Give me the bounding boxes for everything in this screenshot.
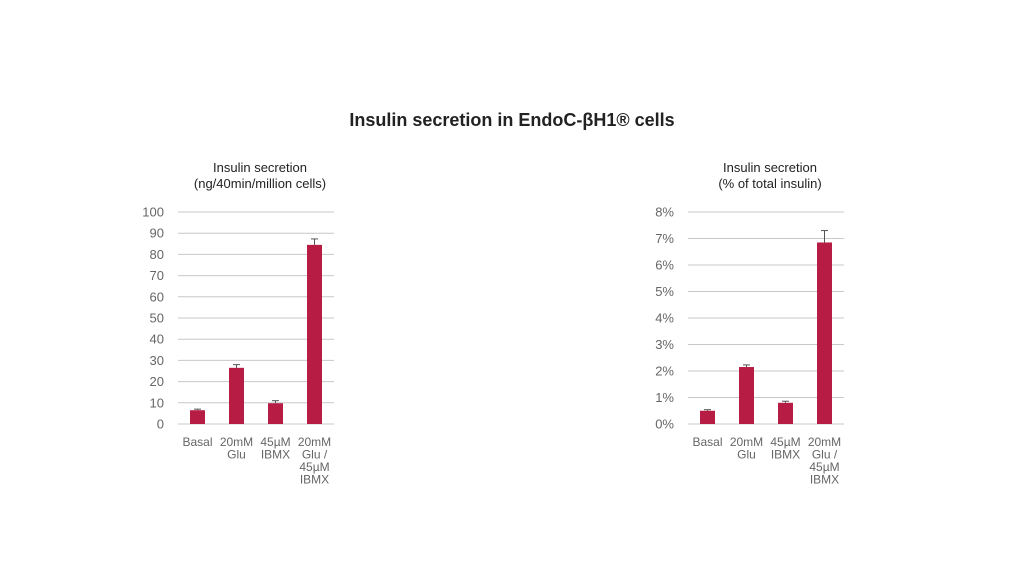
y-tick-label: 4%: [655, 311, 674, 326]
x-tick-label: IBMX: [810, 473, 839, 487]
y-tick-label: 90: [150, 226, 164, 241]
bar: [307, 244, 322, 424]
x-tick-label: Glu /: [302, 448, 328, 462]
chart-title-line-1: Insulin secretion: [723, 160, 817, 175]
bar: [739, 367, 754, 424]
y-tick-label: 5%: [655, 284, 674, 299]
y-tick-label: 2%: [655, 364, 674, 379]
y-tick-label: 70: [150, 268, 164, 283]
page-title: Insulin secretion in EndoC-βH1® cells: [349, 110, 675, 130]
x-tick-label: 45µM: [809, 460, 839, 474]
bar: [778, 402, 793, 424]
y-tick-label: 50: [150, 311, 164, 326]
x-tick-label: IBMX: [261, 448, 290, 462]
x-tick-label: Glu /: [812, 448, 838, 462]
x-tick-label: Glu: [227, 448, 246, 462]
y-tick-label: 0: [157, 417, 164, 432]
y-tick-label: 0%: [655, 417, 674, 432]
chart-title-line-1: Insulin secretion: [213, 160, 307, 175]
chart-title-line-2: (% of total insulin): [718, 176, 822, 191]
y-tick-label: 20: [150, 374, 164, 389]
x-tick-label: 45µM: [299, 460, 329, 474]
y-tick-label: 1%: [655, 390, 674, 405]
x-tick-label: IBMX: [300, 473, 329, 487]
x-tick-label: 45µM: [770, 435, 800, 449]
chart-title: Insulin secretion (ng/40min/million cell…: [178, 160, 342, 192]
bar: [229, 367, 244, 424]
y-tick-label: 3%: [655, 337, 674, 352]
chart-absolute-secretion: Insulin secretion (ng/40min/million cell…: [130, 150, 360, 500]
y-tick-label: 30: [150, 353, 164, 368]
chart-title-line-2: (ng/40min/million cells): [193, 176, 327, 191]
x-tick-label: 20mM: [808, 435, 841, 449]
y-tick-label: 8%: [655, 205, 674, 220]
y-tick-label: 40: [150, 332, 164, 347]
bar: [700, 410, 715, 424]
chart-title: Insulin secretion (% of total insulin): [688, 160, 852, 192]
y-tick-label: 60: [150, 289, 164, 304]
x-tick-label: 20mM: [730, 435, 763, 449]
y-tick-label: 7%: [655, 231, 674, 246]
chart-percent-secretion: Insulin secretion (% of total insulin) 0…: [640, 150, 870, 500]
bar: [190, 410, 205, 424]
y-tick-label: 80: [150, 247, 164, 262]
x-tick-label: Basal: [692, 435, 722, 449]
y-tick-label: 100: [142, 205, 164, 220]
x-tick-label: IBMX: [771, 448, 800, 462]
y-tick-label: 10: [150, 395, 164, 410]
x-tick-label: Glu: [737, 448, 756, 462]
x-tick-label: 45µM: [260, 435, 290, 449]
y-tick-label: 6%: [655, 258, 674, 273]
x-tick-label: 20mM: [298, 435, 331, 449]
chart-plot: 0%1%2%3%4%5%6%7%8%Basal 20mMGlu45µMIBMX20…: [655, 205, 844, 487]
bar: [817, 242, 832, 424]
x-tick-label: 20mM: [220, 435, 253, 449]
x-tick-label: Basal: [182, 435, 212, 449]
bar: [268, 403, 283, 424]
